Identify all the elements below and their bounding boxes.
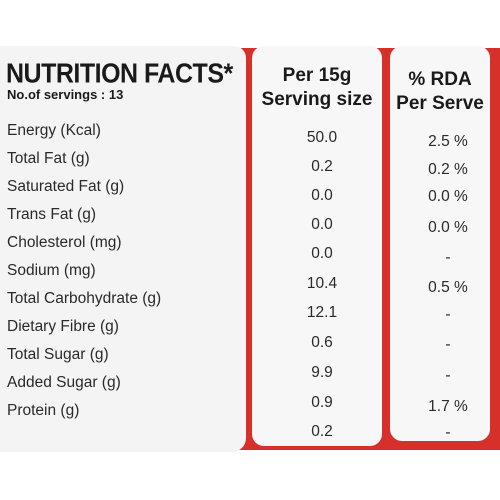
per-serving-value: 0.2 — [311, 158, 333, 175]
per-serving-header-line-2: Serving size — [261, 89, 373, 110]
per-serving-value: 0.2 — [311, 423, 333, 440]
rda-header-line-1: % RDA — [408, 69, 472, 90]
per-serving-header-line-1: Per 15g — [282, 65, 352, 86]
rda-value: - — [445, 336, 451, 353]
nutrient-name: Sodium (mg) — [7, 262, 96, 279]
nutrient-name: Cholesterol (mg) — [7, 234, 122, 251]
nutrient-name: Energy (Kcal) — [7, 122, 101, 139]
rda-value: - — [445, 367, 451, 384]
servings-count: No.of servings : 13 — [7, 87, 124, 102]
per-serving-value: 0.0 — [311, 216, 333, 233]
per-serving-value: 0.9 — [311, 394, 333, 411]
rda-value: 1.7 % — [428, 398, 468, 415]
nutrient-name: Protein (g) — [7, 402, 80, 419]
rda-value: - — [445, 424, 451, 441]
rda-value: 0.0 % — [428, 219, 468, 236]
nutrient-name: Saturated Fat (g) — [7, 178, 125, 195]
rda-value: 2.5 % — [428, 133, 468, 150]
nutrient-names-column — [0, 46, 246, 452]
per-serving-header: Per 15g Serving size — [252, 64, 382, 112]
rda-value: 0.5 % — [428, 279, 468, 296]
nutrient-name: Total Sugar (g) — [7, 346, 109, 363]
rda-header-line-2: Per Serve — [396, 93, 484, 114]
label-title: NUTRITION FACTS* — [6, 58, 233, 90]
nutrient-name: Added Sugar (g) — [7, 374, 121, 391]
per-serving-value: 0.0 — [311, 245, 333, 262]
rda-value: 0.0 % — [428, 188, 468, 205]
per-serving-value: 0.6 — [311, 334, 333, 351]
per-serving-value: 0.0 — [311, 187, 333, 204]
nutrient-name: Total Carbohydrate (g) — [7, 290, 162, 307]
per-serving-value: 10.4 — [306, 275, 338, 292]
rda-header: % RDA Per Serve — [390, 68, 490, 116]
rda-value: - — [445, 306, 451, 323]
per-serving-value: 9.9 — [311, 364, 333, 381]
rda-value: - — [445, 249, 451, 266]
nutrient-name: Dietary Fibre (g) — [7, 318, 119, 335]
per-serving-value: 50.0 — [306, 129, 338, 146]
nutrient-name: Trans Fat (g) — [7, 206, 96, 223]
rda-column — [390, 46, 490, 441]
nutrient-name: Total Fat (g) — [7, 150, 90, 167]
per-serving-column — [252, 46, 382, 446]
per-serving-value: 12.1 — [306, 304, 338, 321]
rda-value: 0.2 % — [428, 161, 468, 178]
